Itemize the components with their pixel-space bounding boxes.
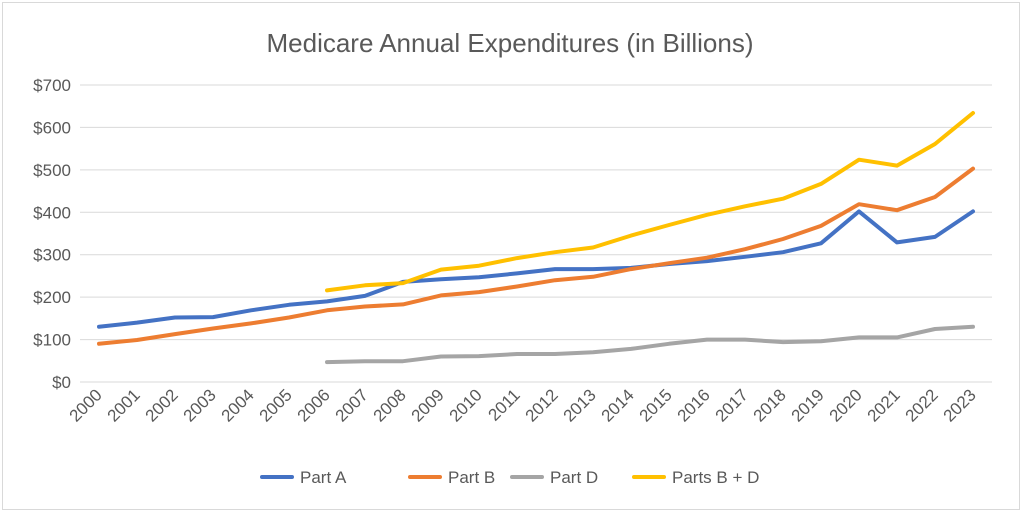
x-tick-label: 2018	[750, 385, 790, 425]
y-tick-label: $200	[33, 288, 71, 307]
x-tick-label: 2017	[712, 385, 752, 425]
chart-title: Medicare Annual Expenditures (in Billion…	[266, 28, 753, 58]
x-tick-label: 2013	[560, 385, 600, 425]
x-tick-label: 2003	[180, 385, 220, 425]
series-lines	[97, 111, 975, 365]
x-tick-label: 2007	[332, 385, 372, 425]
x-tick-label: 2002	[142, 385, 182, 425]
x-tick-label: 2005	[256, 385, 296, 425]
legend: Part A Part B Part D Parts B + D	[260, 468, 759, 487]
x-tick-label: 2001	[104, 385, 144, 425]
legend-label: Part D	[550, 468, 598, 487]
y-tick-label: $300	[33, 246, 71, 265]
x-tick-label: 2006	[294, 385, 334, 425]
legend-label: Part B	[448, 468, 495, 487]
x-tick-label: 2012	[522, 385, 562, 425]
x-tick-label: 2016	[674, 385, 714, 425]
x-tick-label: 2015	[636, 385, 676, 425]
legend-label: Part A	[300, 468, 347, 487]
y-tick-label: $700	[33, 76, 71, 95]
legend-label: Parts B + D	[672, 468, 759, 487]
y-tick-label: $500	[33, 161, 71, 180]
x-tick-label: 2021	[864, 385, 904, 425]
x-tick-label: 2014	[598, 385, 638, 425]
y-tick-label: $100	[33, 331, 71, 350]
y-tick-label: $0	[52, 373, 71, 392]
x-tick-label: 2004	[218, 385, 258, 425]
y-tick-label: $600	[33, 118, 71, 137]
x-tick-label: 2000	[66, 385, 106, 425]
x-tick-label: 2008	[370, 385, 410, 425]
x-tick-label: 2022	[902, 385, 942, 425]
x-tick-label: 2009	[408, 385, 448, 425]
x-axis-ticks: 2000200120022003200420052006200720082009…	[66, 385, 980, 425]
x-tick-label: 2020	[826, 385, 866, 425]
y-tick-label: $400	[33, 203, 71, 222]
y-axis-ticks: $0 $100 $200 $300 $400 $500 $600 $700	[33, 76, 71, 392]
x-tick-label: 2010	[446, 385, 486, 425]
x-tick-label: 2011	[485, 385, 524, 424]
x-tick-label: 2023	[940, 385, 980, 425]
series-line-parts-b-d	[325, 111, 975, 293]
series-line-part-b	[97, 166, 975, 346]
series-line-part-a	[97, 209, 975, 329]
series-line-part-d	[325, 324, 975, 365]
x-tick-label: 2019	[788, 385, 828, 425]
